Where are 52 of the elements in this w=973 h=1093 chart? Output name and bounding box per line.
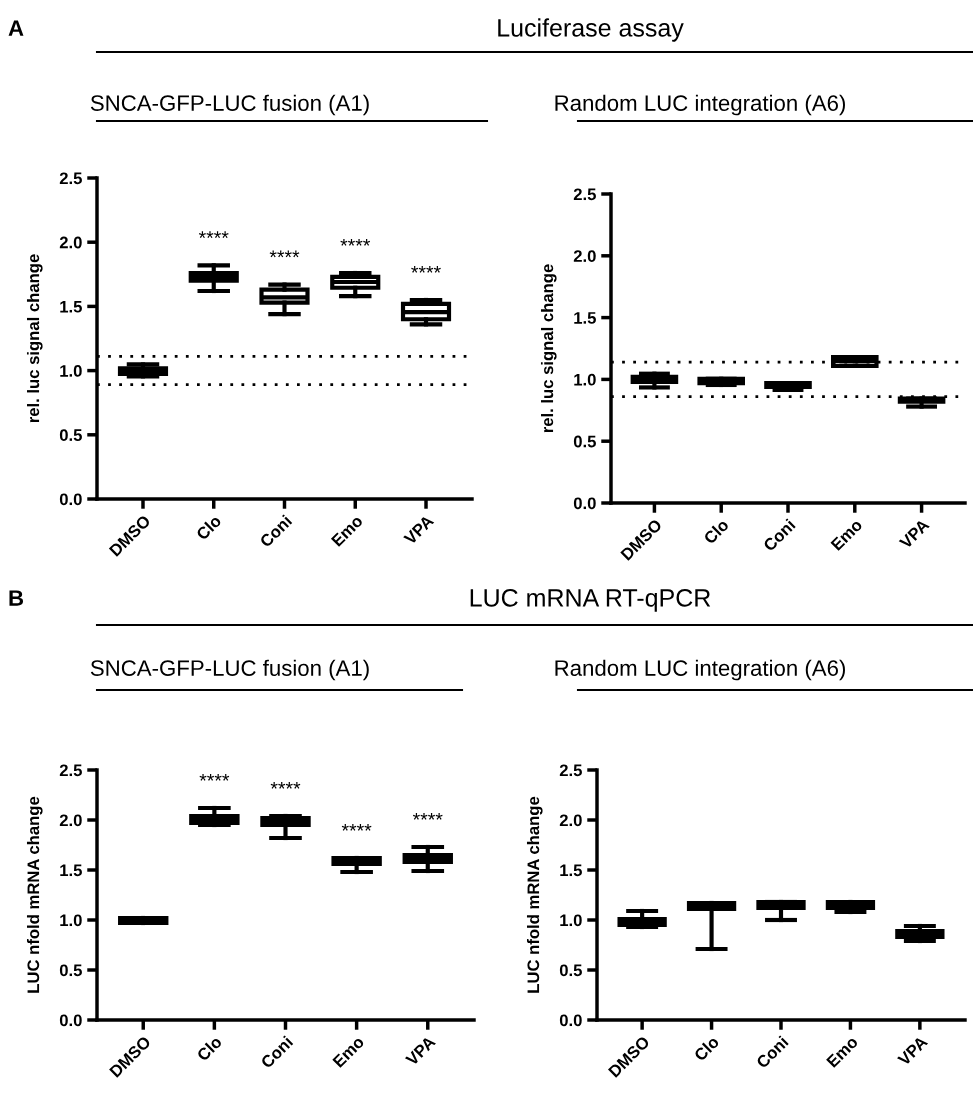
y-tick-label: 0.5 — [59, 964, 82, 977]
y-axis-title: rel. luc signal change — [540, 264, 557, 433]
y-tick-label: 0.0 — [59, 493, 82, 506]
y-tick-label: 1.5 — [574, 312, 596, 324]
annotation: **** — [199, 773, 230, 781]
y-tick-label: 2.5 — [573, 188, 596, 201]
x-tick-label: VPA — [898, 518, 930, 550]
annotation: **** — [270, 781, 301, 789]
annotation: **** — [412, 812, 443, 820]
annotation: **** — [411, 265, 441, 273]
y-tick-label: 2.5 — [59, 764, 82, 777]
y-axis-title: rel. luc signal change — [26, 254, 43, 423]
y-tick-label: 2.0 — [573, 250, 596, 262]
y-tick-label: 2.5 — [59, 172, 82, 185]
y-axis-title: LUC nfold mRNA change — [26, 796, 43, 993]
chart-title: Random LUC integration (A6) — [555, 94, 845, 116]
annotation: **** — [198, 231, 229, 239]
y-tick-label: 2.0 — [559, 814, 582, 827]
annotation: **** — [340, 238, 371, 246]
y-axis-title: LUC nfold mRNA change — [526, 796, 543, 993]
y-tick-label: 0.5 — [573, 435, 596, 448]
text: A — [8, 20, 24, 36]
y-tick-label: 0.5 — [559, 964, 582, 977]
y-tick-label: 0.0 — [573, 497, 596, 510]
annotation: **** — [269, 250, 300, 258]
x-tick-label: Clo — [693, 1035, 720, 1062]
text: B — [9, 590, 24, 606]
chart-title: SNCA-GFP-LUC fusion (A1) — [90, 659, 369, 681]
x-tick-label: Clo — [195, 514, 222, 541]
annotation: **** — [341, 823, 372, 831]
y-tick-label: 2.5 — [559, 764, 582, 777]
y-tick-label: 1.0 — [60, 914, 82, 927]
y-tick-label: 1.5 — [60, 300, 82, 313]
y-tick-label: 1.0 — [574, 373, 596, 386]
y-tick-label: 0.5 — [59, 429, 82, 441]
y-tick-label: 2.0 — [59, 236, 82, 249]
text: LUC mRNA RT-qPCR — [470, 589, 711, 612]
x-tick-label: VPA — [897, 1035, 929, 1067]
y-tick-label: 1.5 — [60, 864, 82, 877]
x-tick-label: Clo — [195, 1035, 223, 1062]
y-tick-label: 1.0 — [560, 914, 582, 927]
y-tick-label: 0.0 — [559, 1014, 582, 1027]
x-tick-label: VPA — [404, 1035, 436, 1067]
text: Luciferase assay — [498, 18, 684, 42]
y-tick-label: 0.0 — [59, 1014, 82, 1027]
y-tick-label: 1.5 — [560, 864, 582, 877]
x-tick-label: Clo — [702, 518, 730, 545]
chart-title: SNCA-GFP-LUC fusion (A1) — [90, 94, 369, 116]
chart-title: Random LUC integration (A6) — [555, 659, 845, 681]
y-tick-label: 1.0 — [60, 365, 82, 377]
x-tick-label: VPA — [403, 514, 435, 546]
y-tick-label: 2.0 — [59, 814, 82, 827]
